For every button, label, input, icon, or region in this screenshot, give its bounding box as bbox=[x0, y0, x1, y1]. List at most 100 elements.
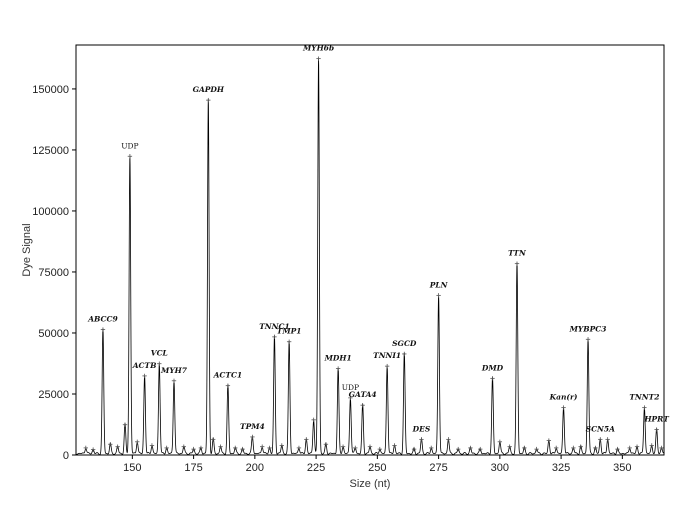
y-tick-label-25000: 25000 bbox=[38, 389, 69, 401]
minor-peak-marker-5 bbox=[135, 439, 140, 444]
x-tick-label-275: 275 bbox=[429, 462, 447, 474]
minor-peak-marker-24 bbox=[367, 444, 373, 449]
minor-peak-marker-11 bbox=[211, 437, 216, 442]
minor-peak-marker-10 bbox=[198, 445, 204, 451]
minor-peak-marker-43 bbox=[615, 446, 620, 452]
peak-label-8: TNNC1 bbox=[259, 322, 289, 331]
minor-peak-marker-36 bbox=[534, 446, 539, 452]
peak-marker-16 bbox=[419, 437, 424, 442]
peak-label-4: MYH7 bbox=[160, 366, 188, 375]
peak-marker-0 bbox=[100, 327, 106, 332]
minor-peak-marker-44 bbox=[627, 445, 632, 451]
minor-peak-marker-31 bbox=[468, 445, 473, 451]
minor-peak-marker-28 bbox=[429, 445, 434, 451]
peak-label-24: HPRT bbox=[643, 415, 670, 424]
minor-peak-marker-42 bbox=[605, 437, 610, 442]
peak-label-9: TMP1 bbox=[277, 327, 302, 336]
peak-marker-12 bbox=[348, 395, 353, 401]
peak-label-0: ABCC9 bbox=[87, 315, 118, 324]
peak-marker-2 bbox=[142, 373, 147, 379]
minor-peak-marker-1 bbox=[90, 447, 96, 452]
minor-peak-marker-33 bbox=[497, 439, 503, 444]
peak-marker-5 bbox=[206, 97, 211, 103]
peak-label-13: GATA4 bbox=[349, 390, 377, 399]
peak-label-2: ACTB bbox=[132, 361, 157, 370]
y-tick-label-75000: 75000 bbox=[38, 267, 69, 279]
peak-marker-17 bbox=[436, 293, 441, 298]
peak-labels: ABCC9 UDP ACTB VCL MYH7 GAPDH ACTC1 TPM4 TNNC1TM… bbox=[87, 44, 670, 434]
plot-frame bbox=[75, 44, 665, 456]
peak-label-5: GAPDH bbox=[193, 85, 225, 94]
minor-peak-marker-39 bbox=[571, 445, 576, 451]
peak-label-22: SCN5A bbox=[586, 424, 615, 433]
y-axis-title: Dye Signal bbox=[21, 223, 33, 276]
peak-label-7: TPM4 bbox=[240, 422, 265, 431]
y-tick-label-0: 0 bbox=[63, 450, 69, 462]
minor-peak-marker-7 bbox=[164, 445, 169, 451]
minor-peak-marker-19 bbox=[304, 437, 309, 442]
peak-label-19: TTN bbox=[508, 249, 527, 258]
minor-peak-marker-30 bbox=[456, 446, 461, 452]
peak-label-15: SGCD bbox=[392, 339, 417, 348]
peak-label-11: MDH1 bbox=[324, 354, 352, 363]
x-tick-label-350: 350 bbox=[613, 462, 631, 474]
x-tick-label-225: 225 bbox=[307, 462, 325, 474]
minor-peak-marker-20 bbox=[311, 417, 316, 423]
x-axis: 150 175 200 225 250 275 300 325 350 bbox=[123, 455, 632, 474]
minor-peak-marker-41 bbox=[593, 445, 598, 451]
x-tick-label-175: 175 bbox=[184, 462, 202, 474]
minor-peak-marker-45 bbox=[634, 444, 640, 449]
minor-peak-marker-47 bbox=[659, 445, 664, 451]
peak-marker-10 bbox=[316, 56, 321, 61]
peak-marker-14 bbox=[384, 363, 390, 369]
peak-markers bbox=[83, 56, 664, 452]
peak-marker-20 bbox=[561, 405, 566, 410]
minor-peak-marker-21 bbox=[323, 442, 329, 447]
peak-marker-3 bbox=[157, 361, 162, 366]
minor-peak-marker-35 bbox=[522, 445, 527, 451]
peak-label-17: PLN bbox=[429, 280, 449, 289]
y-axis: 0 25000 50000 75000 100000 125000 150000 bbox=[32, 84, 76, 462]
minor-peak-marker-2 bbox=[108, 442, 113, 447]
peak-marker-6 bbox=[225, 383, 231, 388]
x-tick-label-250: 250 bbox=[368, 462, 386, 474]
plot-area: ABCC9 UDP ACTB VCL MYH7 GAPDH ACTC1 TPM4 TNNC1TM… bbox=[75, 44, 670, 456]
peak-label-14: TNNI1 bbox=[373, 351, 401, 360]
peak-label-1: UDP bbox=[121, 141, 138, 150]
minor-peak-marker-17 bbox=[279, 443, 284, 448]
peak-marker-22 bbox=[598, 437, 603, 442]
peak-marker-24 bbox=[654, 427, 659, 432]
minor-peak-marker-16 bbox=[267, 445, 272, 451]
y-tick-label-100000: 100000 bbox=[32, 206, 69, 218]
y-tick-label-150000: 150000 bbox=[32, 84, 69, 96]
peak-marker-8 bbox=[272, 334, 277, 340]
peak-marker-7 bbox=[250, 434, 255, 440]
x-tick-label-325: 325 bbox=[552, 462, 570, 474]
y-tick-label-50000: 50000 bbox=[38, 328, 69, 340]
minor-peak-marker-46 bbox=[649, 443, 654, 448]
peak-marker-21 bbox=[585, 337, 591, 342]
minor-peak-marker-15 bbox=[260, 444, 265, 449]
peak-label-23: TNNT2 bbox=[629, 393, 659, 402]
minor-peak-marker-38 bbox=[554, 445, 559, 451]
minor-peak-marker-22 bbox=[340, 444, 346, 449]
peak-label-6: ACTC1 bbox=[213, 371, 243, 380]
x-tick-label-300: 300 bbox=[491, 462, 509, 474]
minor-peak-marker-27 bbox=[411, 446, 417, 452]
peak-marker-23 bbox=[642, 405, 647, 410]
minor-peak-marker-34 bbox=[507, 444, 512, 449]
x-axis-title: Size (nt) bbox=[350, 478, 391, 490]
minor-peak-marker-29 bbox=[446, 437, 451, 442]
minor-peak-marker-25 bbox=[377, 446, 382, 452]
peak-label-18: DMD bbox=[481, 363, 504, 372]
minor-peak-marker-9 bbox=[191, 446, 196, 452]
minor-peak-marker-12 bbox=[218, 444, 223, 449]
minor-peak-marker-13 bbox=[233, 445, 238, 451]
minor-peak-marker-37 bbox=[546, 438, 552, 443]
minor-peak-marker-40 bbox=[578, 444, 583, 449]
peak-label-20: Kan(r) bbox=[549, 393, 578, 402]
y-tick-label-125000: 125000 bbox=[32, 145, 69, 157]
peak-marker-11 bbox=[335, 366, 341, 371]
